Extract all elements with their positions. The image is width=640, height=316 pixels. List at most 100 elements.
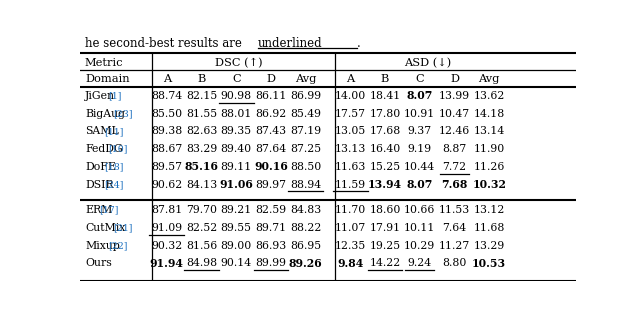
Text: DSC (↑): DSC (↑) xyxy=(215,58,262,68)
Text: 84.98: 84.98 xyxy=(186,258,217,269)
Text: 86.95: 86.95 xyxy=(290,241,321,251)
Text: 10.47: 10.47 xyxy=(439,109,470,118)
Text: 18.60: 18.60 xyxy=(369,205,401,215)
Text: 14.18: 14.18 xyxy=(474,109,505,118)
Text: 13.14: 13.14 xyxy=(474,126,505,137)
Text: 82.63: 82.63 xyxy=(186,126,217,137)
Text: 18.41: 18.41 xyxy=(369,91,401,101)
Text: 87.81: 87.81 xyxy=(151,205,182,215)
Text: Ours: Ours xyxy=(85,258,112,269)
Text: 91.94: 91.94 xyxy=(150,258,184,269)
Text: 90.14: 90.14 xyxy=(221,258,252,269)
Text: JiGen: JiGen xyxy=(85,91,115,101)
Text: 89.40: 89.40 xyxy=(221,144,252,154)
Text: 89.38: 89.38 xyxy=(151,126,182,137)
Text: 7.72: 7.72 xyxy=(442,162,467,172)
Text: 84.83: 84.83 xyxy=(290,205,321,215)
Text: DSIR: DSIR xyxy=(85,179,113,190)
Text: 86.99: 86.99 xyxy=(290,91,321,101)
Text: 15.25: 15.25 xyxy=(369,162,401,172)
Text: 10.11: 10.11 xyxy=(404,223,435,233)
Text: [18]: [18] xyxy=(104,162,124,171)
Text: 13.05: 13.05 xyxy=(335,126,366,137)
Text: 8.80: 8.80 xyxy=(442,258,467,269)
Text: [22]: [22] xyxy=(109,241,128,250)
Text: 12.35: 12.35 xyxy=(335,241,366,251)
Text: 81.56: 81.56 xyxy=(186,241,217,251)
Text: 13.94: 13.94 xyxy=(368,179,402,190)
Text: 87.43: 87.43 xyxy=(255,126,287,137)
Text: 13.29: 13.29 xyxy=(474,241,505,251)
Text: Avg: Avg xyxy=(295,74,316,84)
Text: [21]: [21] xyxy=(113,223,132,233)
Text: 10.91: 10.91 xyxy=(404,109,435,118)
Text: 89.71: 89.71 xyxy=(255,223,287,233)
Text: 17.57: 17.57 xyxy=(335,109,366,118)
Text: Avg: Avg xyxy=(479,74,500,84)
Text: DoFE: DoFE xyxy=(85,162,116,172)
Text: 87.19: 87.19 xyxy=(290,126,321,137)
Text: 85.16: 85.16 xyxy=(184,161,218,173)
Text: 86.92: 86.92 xyxy=(255,109,287,118)
Text: A: A xyxy=(346,74,355,84)
Text: 17.80: 17.80 xyxy=(369,109,401,118)
Text: 9.37: 9.37 xyxy=(408,126,432,137)
Text: D: D xyxy=(450,74,459,84)
Text: 89.57: 89.57 xyxy=(151,162,182,172)
Text: [17]: [17] xyxy=(99,206,118,215)
Text: 8.87: 8.87 xyxy=(442,144,467,154)
Text: FedDG: FedDG xyxy=(85,144,123,154)
Text: 7.64: 7.64 xyxy=(442,223,467,233)
Text: SAML: SAML xyxy=(85,126,118,137)
Text: 90.62: 90.62 xyxy=(151,179,182,190)
Text: 81.55: 81.55 xyxy=(186,109,217,118)
Text: 16.40: 16.40 xyxy=(369,144,401,154)
Text: 82.59: 82.59 xyxy=(255,205,287,215)
Text: 89.55: 89.55 xyxy=(221,223,252,233)
Text: 14.00: 14.00 xyxy=(335,91,366,101)
Text: 10.32: 10.32 xyxy=(472,179,506,190)
Text: Mixup: Mixup xyxy=(85,241,120,251)
Text: 13.12: 13.12 xyxy=(474,205,505,215)
Text: 82.15: 82.15 xyxy=(186,91,217,101)
Text: 88.22: 88.22 xyxy=(290,223,321,233)
Text: 11.59: 11.59 xyxy=(335,179,366,190)
Text: C: C xyxy=(415,74,424,84)
Text: 14.22: 14.22 xyxy=(369,258,401,269)
Text: C: C xyxy=(232,74,241,84)
Text: 11.07: 11.07 xyxy=(335,223,366,233)
Text: 17.68: 17.68 xyxy=(369,126,401,137)
Text: 89.99: 89.99 xyxy=(255,258,287,269)
Text: B: B xyxy=(381,74,389,84)
Text: 89.21: 89.21 xyxy=(221,205,252,215)
Text: [23]: [23] xyxy=(113,109,133,118)
Text: 11.70: 11.70 xyxy=(335,205,366,215)
Text: 88.74: 88.74 xyxy=(151,91,182,101)
Text: ASD (↓): ASD (↓) xyxy=(404,58,451,68)
Text: underlined: underlined xyxy=(257,37,322,50)
Text: 87.64: 87.64 xyxy=(255,144,287,154)
Text: 11.53: 11.53 xyxy=(439,205,470,215)
Text: 10.29: 10.29 xyxy=(404,241,435,251)
Text: 88.94: 88.94 xyxy=(290,179,321,190)
Text: ERM: ERM xyxy=(85,205,113,215)
Text: 11.26: 11.26 xyxy=(474,162,505,172)
Text: A: A xyxy=(163,74,171,84)
Text: 82.52: 82.52 xyxy=(186,223,217,233)
Text: 10.66: 10.66 xyxy=(404,205,435,215)
Text: D: D xyxy=(266,74,275,84)
Text: 89.35: 89.35 xyxy=(221,126,252,137)
Text: [11]: [11] xyxy=(104,127,124,136)
Text: Domain: Domain xyxy=(85,74,129,84)
Text: CutMix: CutMix xyxy=(85,223,125,233)
Text: 89.11: 89.11 xyxy=(221,162,252,172)
Text: 19.25: 19.25 xyxy=(369,241,401,251)
Text: 87.25: 87.25 xyxy=(290,144,321,154)
Text: 90.98: 90.98 xyxy=(221,91,252,101)
Text: [10]: [10] xyxy=(109,145,128,154)
Text: 10.44: 10.44 xyxy=(404,162,435,172)
Text: 84.13: 84.13 xyxy=(186,179,217,190)
Text: 90.32: 90.32 xyxy=(151,241,182,251)
Text: B: B xyxy=(197,74,205,84)
Text: 11.27: 11.27 xyxy=(439,241,470,251)
